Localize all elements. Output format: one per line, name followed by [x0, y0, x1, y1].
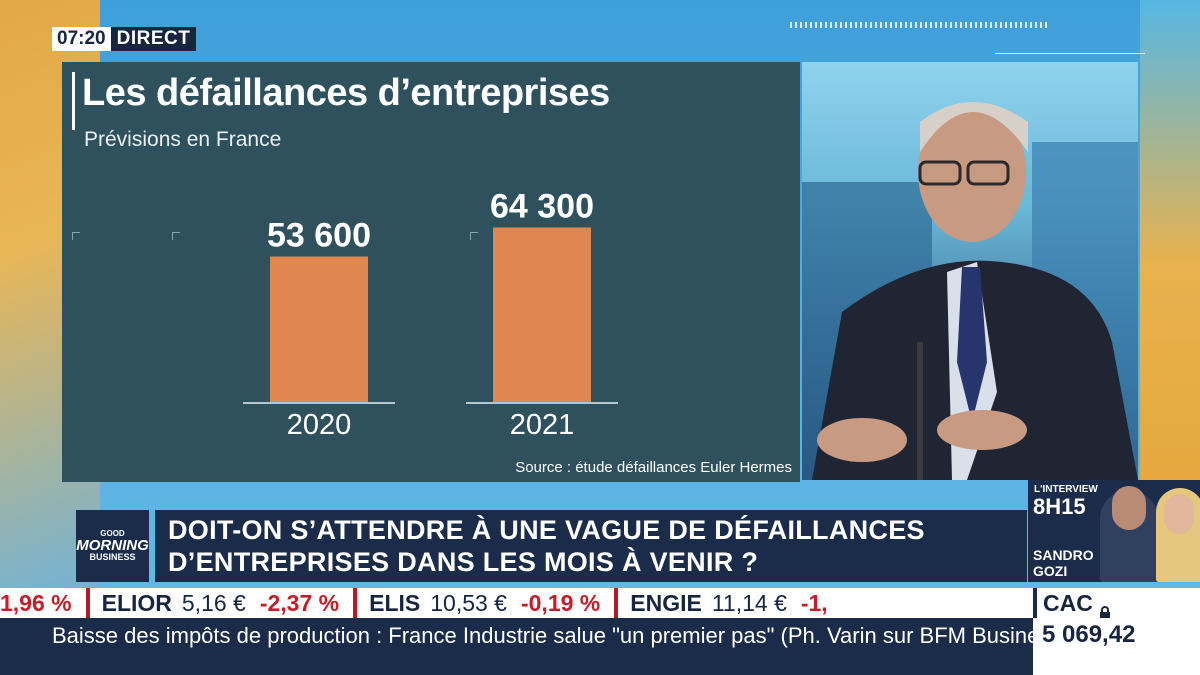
chart-source: Source : étude défaillances Euler Hermes: [515, 459, 792, 476]
ticker-price: 11,14 €: [711, 589, 787, 616]
promo-first-name: SANDRO: [1033, 547, 1094, 563]
ticker-change: -0,19 %: [520, 589, 601, 616]
headline-line-2: D’ENTREPRISES DANS LES MOIS À VENIR ?: [168, 547, 759, 577]
category-label: 2021: [510, 409, 575, 441]
clock-time: 07:20: [52, 27, 111, 51]
ticker-separator: [85, 588, 90, 618]
studio-camera-feed: [802, 62, 1138, 480]
logo-text-business: BUSINESS: [89, 552, 136, 562]
index-value: 5 069,42: [1042, 621, 1136, 648]
category-label: 2020: [287, 409, 352, 441]
ticker-lead-change: 1,96 %: [0, 589, 72, 616]
corner-mark: [172, 232, 180, 240]
logo-text-morning: MORNING: [76, 537, 149, 554]
live-label: DIRECT: [110, 27, 197, 51]
bar-value-label: 53 600: [267, 217, 371, 255]
live-clock-badge: 07:20 DIRECT: [52, 27, 197, 51]
bar-2020: [270, 256, 368, 402]
chart-subtitle: Prévisions en France: [84, 128, 282, 151]
logo-text-good: GOOD: [100, 529, 125, 538]
bar-baseline: [243, 402, 395, 404]
chart-panel: Les défaillances d’entreprises Prévision…: [62, 62, 800, 482]
ticker-separator: [614, 588, 619, 618]
ticker-change: -2,37 %: [259, 589, 340, 616]
stock-ticker: 1,96 % ELIOR 5,16 € -2,37 % ELIS 10,53 €…: [0, 588, 1033, 618]
index-value-box: 5 069,42: [1033, 618, 1200, 675]
headline-line-1: DOIT-ON S’ATTENDRE À UNE VAGUE DE DÉFAIL…: [168, 515, 925, 545]
index-name: CAC: [1043, 589, 1093, 616]
promo-host-face: [1164, 494, 1194, 534]
bar-2021: [493, 227, 591, 402]
bar-baseline: [466, 402, 618, 404]
corner-mark: [72, 232, 80, 240]
ticker-name: ENGIE: [630, 589, 702, 616]
ticker-name: ELIOR: [101, 589, 172, 616]
interview-promo: L'INTERVIEW 8H15 SANDRO GOZI: [1028, 480, 1200, 582]
ticker-change: -1,: [800, 589, 828, 616]
crawl-text: Baisse des impôts de production : France…: [52, 623, 1033, 648]
ticker-price: 5,16 €: [181, 589, 246, 616]
bar-value-label: 64 300: [490, 187, 594, 225]
news-crawl: Baisse des impôts de production : France…: [0, 618, 1033, 675]
title-accent-bar: [72, 72, 75, 130]
decorative-lines: [790, 22, 1050, 28]
ticker-price: 10,53 €: [430, 589, 507, 616]
show-logo: GOOD MORNING BUSINESS: [76, 510, 149, 582]
headline-banner: DOIT-ON S’ATTENDRE À UNE VAGUE DE DÉFAIL…: [155, 510, 1027, 582]
background-right-panel: [1140, 0, 1200, 480]
index-label-box: CAC: [1033, 588, 1200, 619]
lock-icon: [1099, 598, 1111, 619]
bar-chart: 53 600 2020 64 300 2021: [243, 187, 618, 441]
ticker-separator: [353, 588, 358, 618]
promo-guest-face: [1112, 486, 1146, 530]
corner-mark: [470, 232, 478, 240]
decorative-line: [995, 53, 1145, 54]
promo-kicker: L'INTERVIEW: [1034, 484, 1098, 495]
chart-title: Les défaillances d’entreprises: [82, 72, 610, 114]
ticker-name: ELIS: [369, 589, 421, 616]
promo-time: 8H15: [1033, 494, 1086, 519]
guest-image: [812, 102, 1138, 480]
promo-last-name: GOZI: [1033, 563, 1068, 579]
